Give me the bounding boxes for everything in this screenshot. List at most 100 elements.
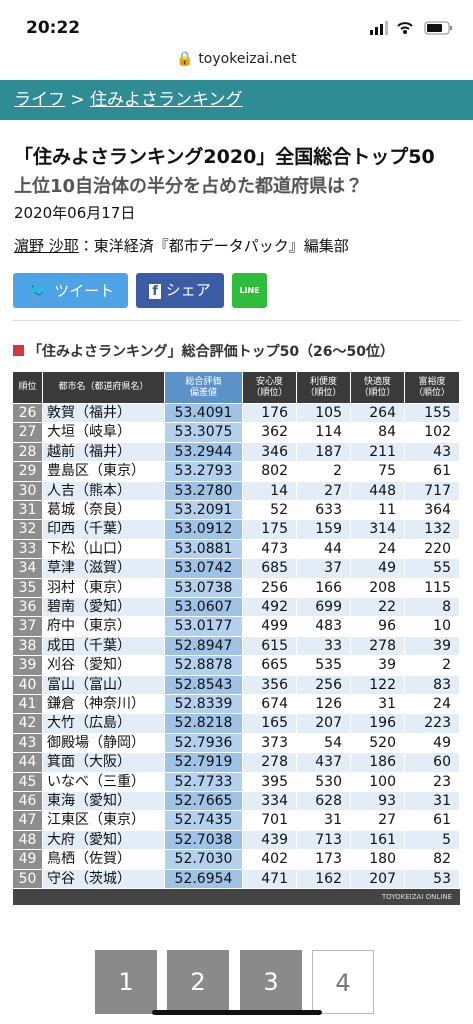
value-cell: 492 bbox=[243, 598, 296, 617]
value-cell: 31 bbox=[351, 695, 404, 714]
rank-cell: 27 bbox=[13, 423, 42, 442]
city-cell: 印西（千葉） bbox=[43, 520, 164, 539]
value-cell: 53.4091 bbox=[165, 404, 242, 423]
value-cell: 713 bbox=[297, 830, 350, 850]
city-cell: 鳥栖（佐賀） bbox=[43, 850, 164, 869]
value-cell: 83 bbox=[405, 675, 459, 694]
value-cell: 27 bbox=[297, 481, 350, 500]
page-button[interactable]: 4 bbox=[312, 950, 374, 1014]
value-cell: 207 bbox=[297, 714, 350, 733]
value-cell: 256 bbox=[243, 578, 296, 597]
value-cell: 373 bbox=[243, 733, 296, 753]
value-cell: 437 bbox=[297, 753, 350, 772]
page-button[interactable]: 1 bbox=[95, 950, 157, 1014]
header-line: （順位） bbox=[305, 387, 342, 398]
line-button[interactable]: LINE bbox=[232, 273, 267, 308]
value-cell: 82 bbox=[405, 850, 459, 869]
header-line: 快適度 bbox=[363, 376, 391, 387]
value-cell: 176 bbox=[243, 404, 296, 423]
value-cell: 102 bbox=[405, 423, 459, 442]
value-cell: 52.8878 bbox=[165, 656, 242, 675]
rank-cell: 28 bbox=[13, 442, 42, 462]
value-cell: 633 bbox=[297, 501, 350, 520]
value-cell: 701 bbox=[243, 811, 296, 830]
rank-cell: 38 bbox=[13, 636, 42, 656]
author-name[interactable]: 濵野 沙耶 bbox=[14, 237, 79, 255]
rank-cell: 45 bbox=[13, 772, 42, 791]
value-cell: 11 bbox=[351, 501, 404, 520]
value-cell: 208 bbox=[351, 578, 404, 597]
city-cell: 碧南（愛知） bbox=[43, 598, 164, 617]
value-cell: 27 bbox=[351, 811, 404, 830]
city-cell: 下松（山口） bbox=[43, 539, 164, 559]
city-cell: 刈谷（愛知） bbox=[43, 656, 164, 675]
city-cell: 箕面（大阪） bbox=[43, 753, 164, 772]
city-cell: 大竹（広島） bbox=[43, 714, 164, 733]
city-cell: 東海（愛知） bbox=[43, 792, 164, 811]
value-cell: 105 bbox=[297, 404, 350, 423]
page-button[interactable]: 2 bbox=[167, 950, 229, 1014]
tweet-button[interactable]: 🐦 ツイート bbox=[13, 273, 128, 308]
value-cell: 44 bbox=[297, 539, 350, 559]
city-cell: 守谷（茨城） bbox=[43, 869, 164, 888]
value-cell: 187 bbox=[297, 442, 350, 462]
column-header: 利便度 （順位） bbox=[297, 372, 350, 403]
value-cell: 55 bbox=[405, 559, 459, 578]
value-cell: 473 bbox=[243, 539, 296, 559]
rank-cell: 39 bbox=[13, 656, 42, 675]
value-cell: 53.3075 bbox=[165, 423, 242, 442]
page-button[interactable]: 3 bbox=[240, 950, 302, 1014]
home-indicator bbox=[152, 1010, 322, 1015]
value-cell: 5 bbox=[405, 830, 459, 850]
value-cell: 175 bbox=[243, 520, 296, 539]
table-title-text: 「住みよさランキング」総合評価トップ50（26〜50位） bbox=[28, 344, 395, 360]
value-cell: 402 bbox=[243, 850, 296, 869]
value-cell: 448 bbox=[351, 481, 404, 500]
article-subtitle: 上位10自治体の半分を占めた都道府県は？ bbox=[14, 176, 364, 197]
city-cell: 富山（富山） bbox=[43, 675, 164, 694]
header-line: 利便度 bbox=[309, 376, 337, 387]
value-cell: 39 bbox=[405, 636, 459, 656]
value-cell: 186 bbox=[351, 753, 404, 772]
rank-cell: 47 bbox=[13, 811, 42, 830]
value-cell: 52.7733 bbox=[165, 772, 242, 791]
share-button[interactable]: f シェア bbox=[136, 273, 224, 308]
city-cell: 敦賀（福井） bbox=[43, 404, 164, 423]
value-cell: 356 bbox=[243, 675, 296, 694]
value-cell: 685 bbox=[243, 559, 296, 578]
crumb-link[interactable]: 住みよさランキング bbox=[90, 90, 243, 110]
value-cell: 2 bbox=[405, 656, 459, 675]
city-cell: 豊島区（東京） bbox=[43, 462, 164, 481]
value-cell: 278 bbox=[351, 636, 404, 656]
value-cell: 33 bbox=[297, 636, 350, 656]
table-title: 「住みよさランキング」総合評価トップ50（26〜50位） bbox=[13, 341, 394, 361]
rank-cell: 31 bbox=[13, 501, 42, 520]
value-cell: 699 bbox=[297, 598, 350, 617]
table-source: TOYOKEIZAI ONLINE bbox=[13, 889, 460, 905]
column-header: 快適度 （順位） bbox=[351, 372, 404, 403]
value-cell: 535 bbox=[297, 656, 350, 675]
rank-cell: 50 bbox=[13, 869, 42, 888]
value-cell: 278 bbox=[243, 753, 296, 772]
value-cell: 207 bbox=[351, 869, 404, 888]
column-header: 富裕度 （順位） bbox=[405, 372, 459, 403]
value-cell: 61 bbox=[405, 811, 459, 830]
value-cell: 43 bbox=[405, 442, 459, 462]
url-bar[interactable]: 🔒 toyokeizai.net bbox=[176, 51, 297, 67]
value-cell: 166 bbox=[297, 578, 350, 597]
value-cell: 53.0177 bbox=[165, 617, 242, 636]
value-cell: 52.7665 bbox=[165, 792, 242, 811]
crumb-link[interactable]: ライフ bbox=[14, 90, 65, 110]
value-cell: 52.7435 bbox=[165, 811, 242, 830]
value-cell: 173 bbox=[297, 850, 350, 869]
rank-cell: 43 bbox=[13, 733, 42, 753]
city-cell: 羽村（東京） bbox=[43, 578, 164, 597]
divider bbox=[12, 320, 461, 321]
column-header: 都市名（都道府県名） bbox=[43, 372, 164, 403]
author: 濵野 沙耶：東洋経済『都市データパック』編集部 bbox=[14, 235, 349, 256]
rank-cell: 41 bbox=[13, 695, 42, 714]
value-cell: 8 bbox=[405, 598, 459, 617]
city-cell: 越前（福井） bbox=[43, 442, 164, 462]
button-label: シェア bbox=[165, 281, 211, 299]
rank-cell: 26 bbox=[13, 404, 42, 423]
